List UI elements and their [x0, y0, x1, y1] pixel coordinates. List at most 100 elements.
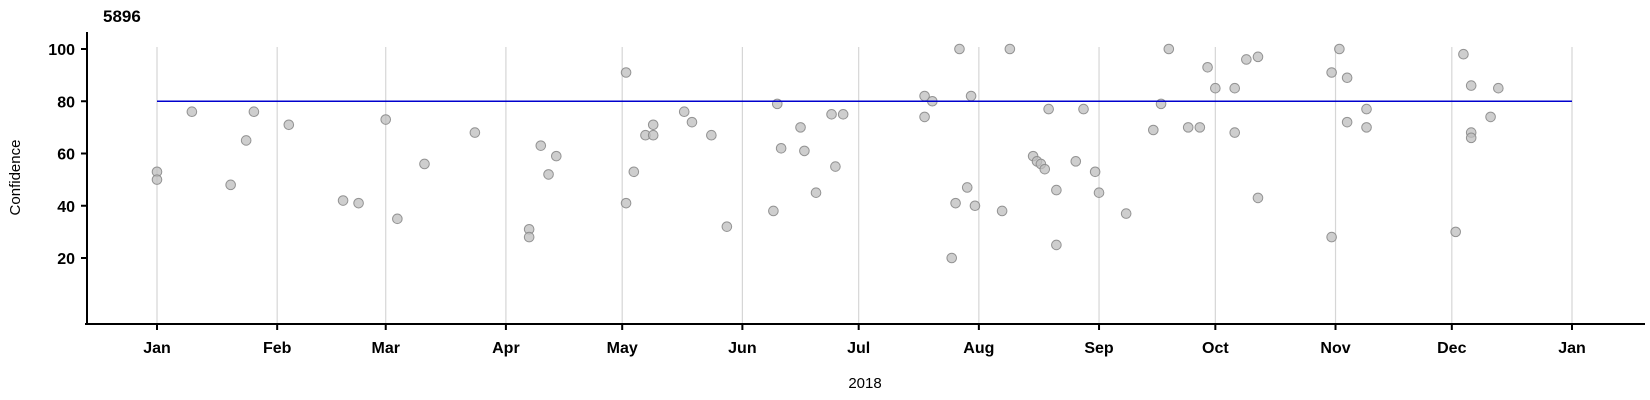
data-point [1465, 132, 1477, 144]
data-point [961, 182, 973, 193]
data-point [1326, 231, 1337, 243]
x-tick-label: Nov [1320, 340, 1350, 357]
x-tick-label: Jan [143, 340, 171, 357]
chart-title: 5896 [103, 7, 141, 26]
data-point [1043, 103, 1054, 115]
data-point [1361, 103, 1372, 115]
data-point [380, 114, 392, 125]
x-tick-label: Sep [1084, 340, 1114, 357]
data-point [1341, 116, 1353, 128]
data-point [1334, 43, 1345, 55]
data-point [151, 174, 163, 185]
y-tick-label: 60 [57, 147, 75, 164]
data-point [826, 109, 837, 120]
data-point [1051, 184, 1062, 196]
data-point [768, 205, 779, 217]
data-point [810, 187, 822, 198]
data-point [186, 106, 198, 117]
data-point [543, 169, 554, 180]
x-tick-label: Feb [263, 340, 292, 357]
data-point [1326, 67, 1337, 78]
data-point [1210, 82, 1221, 94]
y-tick-label: 100 [48, 42, 75, 59]
data-point [647, 119, 659, 131]
data-point [1078, 103, 1089, 115]
y-axis-title: Confidence [7, 140, 24, 216]
data-point [721, 221, 733, 232]
data-point [1361, 122, 1372, 133]
gridlines [156, 47, 1573, 324]
data-point [620, 67, 632, 78]
data-point [628, 166, 640, 178]
data-point [1341, 72, 1353, 84]
y-tick-label: 80 [57, 94, 75, 111]
x-tick-label: Aug [963, 340, 994, 357]
x-tick-label: Dec [1437, 340, 1466, 357]
data-points [151, 43, 1504, 264]
axis-labels: 5896 20 40 60 80 100 Jan Feb Mar Apr May Jun Jul Aug S… [7, 7, 1586, 392]
data-point [240, 135, 252, 146]
data-point [1148, 124, 1159, 136]
data-point [419, 158, 430, 170]
data-point [1120, 208, 1132, 219]
data-point [353, 197, 364, 209]
data-point [954, 43, 965, 55]
data-point [535, 140, 547, 151]
y-tick-label: 40 [57, 199, 75, 216]
x-tick-label: Apr [492, 340, 520, 357]
data-point [946, 252, 958, 264]
y-tick-label: 20 [57, 251, 75, 268]
data-point [1051, 239, 1062, 251]
data-point [706, 129, 717, 141]
data-point [1039, 163, 1051, 175]
data-point [1493, 82, 1504, 94]
data-point [837, 109, 849, 120]
data-point [1070, 156, 1082, 167]
x-tick-label: Jun [728, 340, 756, 357]
data-point [1229, 127, 1241, 138]
data-point [248, 106, 260, 117]
data-point [1194, 122, 1206, 133]
x-tick-label: Mar [371, 340, 399, 357]
data-point [225, 179, 236, 191]
data-point [965, 90, 977, 102]
x-tick-label: May [607, 340, 638, 357]
data-point [678, 106, 690, 117]
data-point [1229, 82, 1241, 94]
data-point [551, 150, 562, 162]
x-tick-label: Jul [847, 340, 870, 357]
data-point [1458, 48, 1469, 60]
data-point [1252, 192, 1264, 204]
data-point [1089, 166, 1101, 178]
data-point [469, 127, 481, 138]
data-point [1450, 226, 1461, 238]
data-point [1485, 111, 1496, 123]
data-point [1241, 54, 1252, 65]
data-point [1465, 80, 1477, 91]
data-point [830, 161, 841, 172]
data-point [919, 111, 930, 123]
data-point [1182, 122, 1194, 133]
data-point [647, 129, 659, 141]
data-point [799, 145, 810, 157]
data-point [1004, 43, 1016, 55]
data-point [1163, 43, 1175, 55]
data-point [969, 200, 981, 212]
data-point [1093, 187, 1105, 198]
data-point [283, 119, 295, 131]
data-point [392, 213, 403, 225]
axes [81, 32, 1645, 330]
data-point [996, 205, 1008, 217]
data-point [686, 116, 698, 128]
x-tick-label: Jan [1558, 340, 1586, 357]
x-axis-title: 2018 [848, 375, 881, 392]
data-point [950, 197, 961, 209]
data-point [775, 142, 787, 154]
data-point [795, 122, 806, 133]
data-point [1202, 61, 1213, 73]
data-point [1252, 51, 1264, 63]
data-point [620, 197, 632, 209]
x-tick-label: Oct [1202, 340, 1229, 357]
